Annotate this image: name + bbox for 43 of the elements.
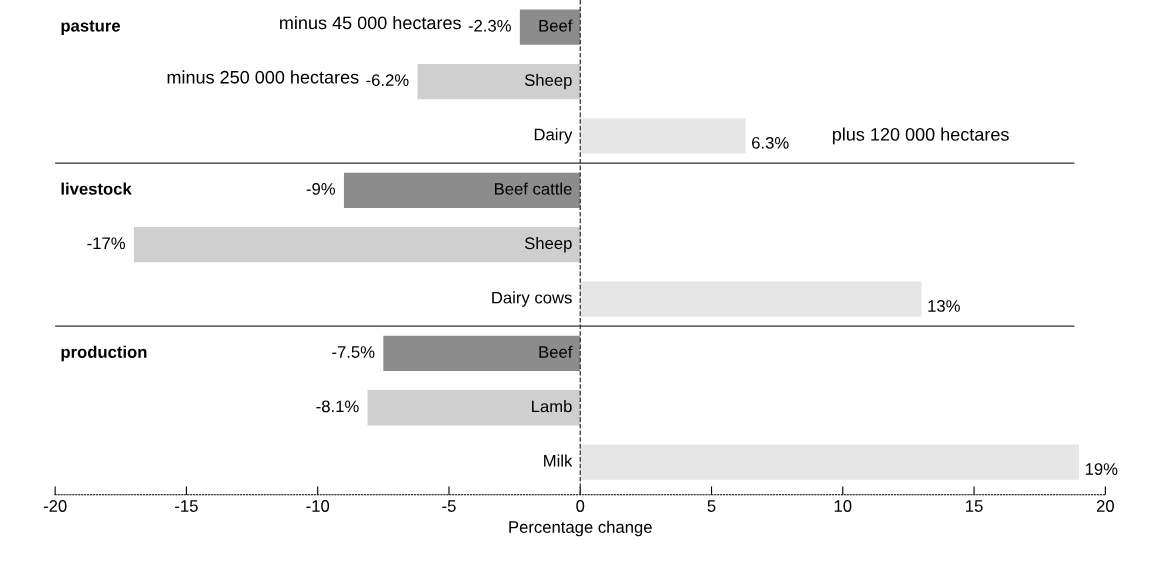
x-tick-label: -20 <box>43 500 67 512</box>
bar <box>383 335 581 372</box>
x-tick-label: -15 <box>175 500 198 512</box>
y-tick-label: Sheep <box>524 73 572 90</box>
x-tick-label: 20 <box>1096 500 1114 512</box>
bar <box>580 118 746 154</box>
data-label: -7.5% <box>332 346 375 358</box>
y-tick-label: Lamb <box>532 400 572 413</box>
bar <box>417 63 581 100</box>
x-tick-label: 5 <box>707 500 716 512</box>
annotation: pasture <box>61 20 121 35</box>
data-label: 19% <box>1085 463 1118 475</box>
data-label: -6.2% <box>366 74 409 87</box>
x-tick-label: 0 <box>576 500 585 512</box>
y-tick-label: Dairy <box>534 128 573 144</box>
annotation: production <box>61 345 147 362</box>
data-label: -2.3% <box>468 19 511 32</box>
x-tick-label: 10 <box>834 500 852 512</box>
data-label: -9% <box>306 182 336 195</box>
data-label: 6.3% <box>752 136 789 149</box>
bar <box>343 172 581 208</box>
bar <box>367 390 581 426</box>
data-label: -8.1% <box>316 400 359 413</box>
annotation: minus 45 000 hectares <box>280 15 461 30</box>
y-tick-label: Beef <box>539 19 573 32</box>
bar <box>133 227 581 263</box>
y-tick-label: Dairy cows <box>492 291 572 307</box>
x-tick-label: -10 <box>306 500 330 512</box>
data-label: -17% <box>87 237 125 250</box>
annotation: livestock <box>61 182 132 195</box>
x-axis-title: Percentage change <box>509 520 652 537</box>
y-tick-label: Beef <box>539 345 573 358</box>
y-tick-label: Beef cattle <box>494 182 572 195</box>
data-label: 13% <box>928 300 960 312</box>
y-tick-label: Sheep <box>524 236 572 253</box>
x-tick-label: -5 <box>442 500 456 512</box>
annotation: plus 120 000 hectares <box>832 127 1009 145</box>
bar <box>519 9 581 45</box>
annotation: minus 250 000 hectares <box>167 70 359 84</box>
bar <box>580 444 1080 480</box>
x-tick-label: 15 <box>966 500 983 512</box>
bar <box>580 281 922 317</box>
y-tick-label: Milk <box>544 454 573 467</box>
